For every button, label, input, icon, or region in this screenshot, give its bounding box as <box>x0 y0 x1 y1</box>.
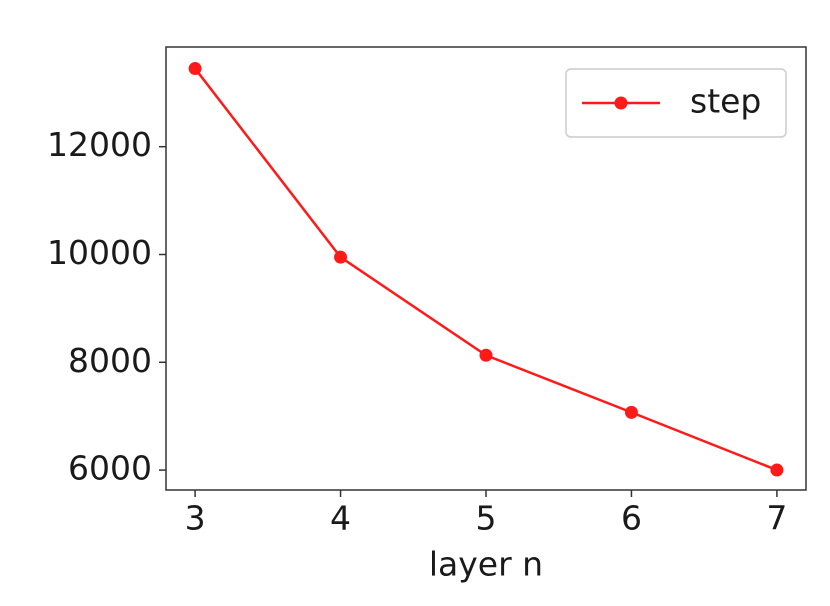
data-point <box>624 405 638 419</box>
data-point <box>334 250 348 264</box>
y-tick-label: 12000 <box>47 125 152 164</box>
data-point <box>770 463 784 477</box>
y-tick-label: 6000 <box>68 449 152 488</box>
y-tick-label: 8000 <box>68 341 152 380</box>
y-tick-label: 10000 <box>47 233 152 272</box>
x-axis-label: layer n <box>429 545 543 584</box>
x-tick-label: 3 <box>185 499 206 538</box>
x-tick-label: 6 <box>621 499 642 538</box>
data-point <box>188 62 202 76</box>
x-tick-label: 7 <box>766 499 787 538</box>
legend-box <box>565 68 787 138</box>
data-point <box>479 348 493 362</box>
legend-label: step <box>690 82 761 121</box>
legend-marker <box>614 96 628 110</box>
x-tick-label: 5 <box>476 499 497 538</box>
x-tick-label: 4 <box>330 499 351 538</box>
